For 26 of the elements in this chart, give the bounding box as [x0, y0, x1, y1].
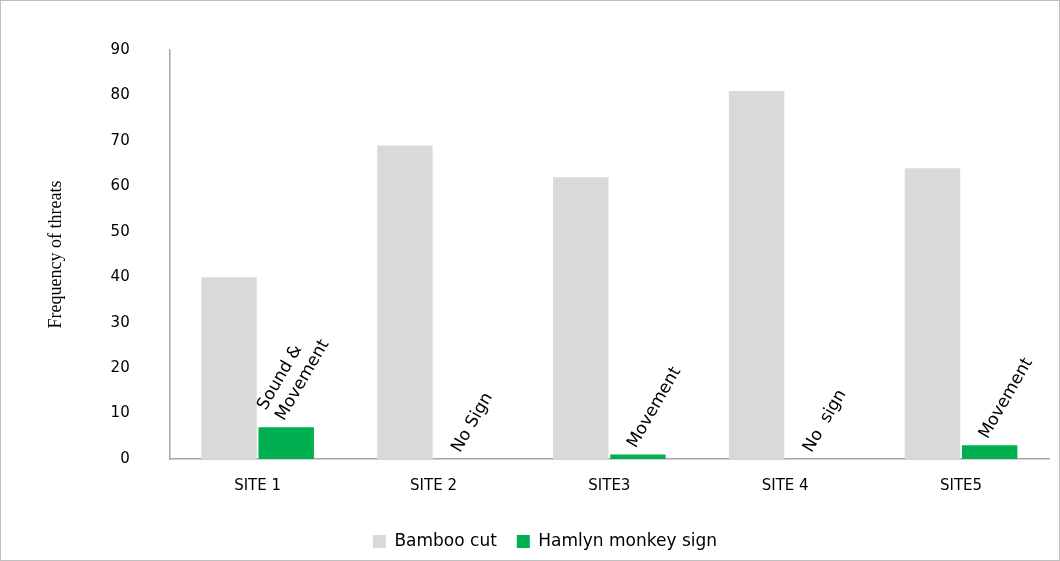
x-tick-label: SITE 2: [410, 475, 457, 494]
y-tick-label: 20: [110, 358, 130, 376]
y-tick-label: 0: [120, 448, 130, 467]
y-tick-label: 30: [110, 312, 130, 331]
legend-label: Hamlyn monkey sign: [538, 529, 718, 550]
y-tick-label: 90: [110, 39, 130, 58]
bar: [553, 177, 609, 459]
x-tick-label: SITE3: [588, 475, 631, 494]
bar: [961, 445, 1018, 459]
legend-label: Bamboo cut: [394, 529, 498, 550]
x-tick-label: SITE 1: [234, 475, 282, 494]
x-tick-label: SITE 4: [761, 475, 809, 494]
bar: [728, 90, 785, 459]
y-tick-label: 70: [110, 130, 130, 149]
bar: [201, 277, 257, 459]
bar: [904, 168, 961, 459]
y-axis-title: Frequency of threats: [44, 180, 65, 329]
bar: [258, 427, 314, 459]
y-tick-label: 40: [110, 267, 130, 286]
bar: [377, 145, 433, 459]
x-tick-label: SITE5: [940, 475, 983, 494]
y-tick-label: 60: [110, 176, 130, 195]
bar: [610, 454, 666, 459]
y-tick-label: 10: [110, 403, 130, 422]
y-tick-label: 80: [110, 85, 130, 104]
y-tick-label: 50: [110, 221, 130, 240]
